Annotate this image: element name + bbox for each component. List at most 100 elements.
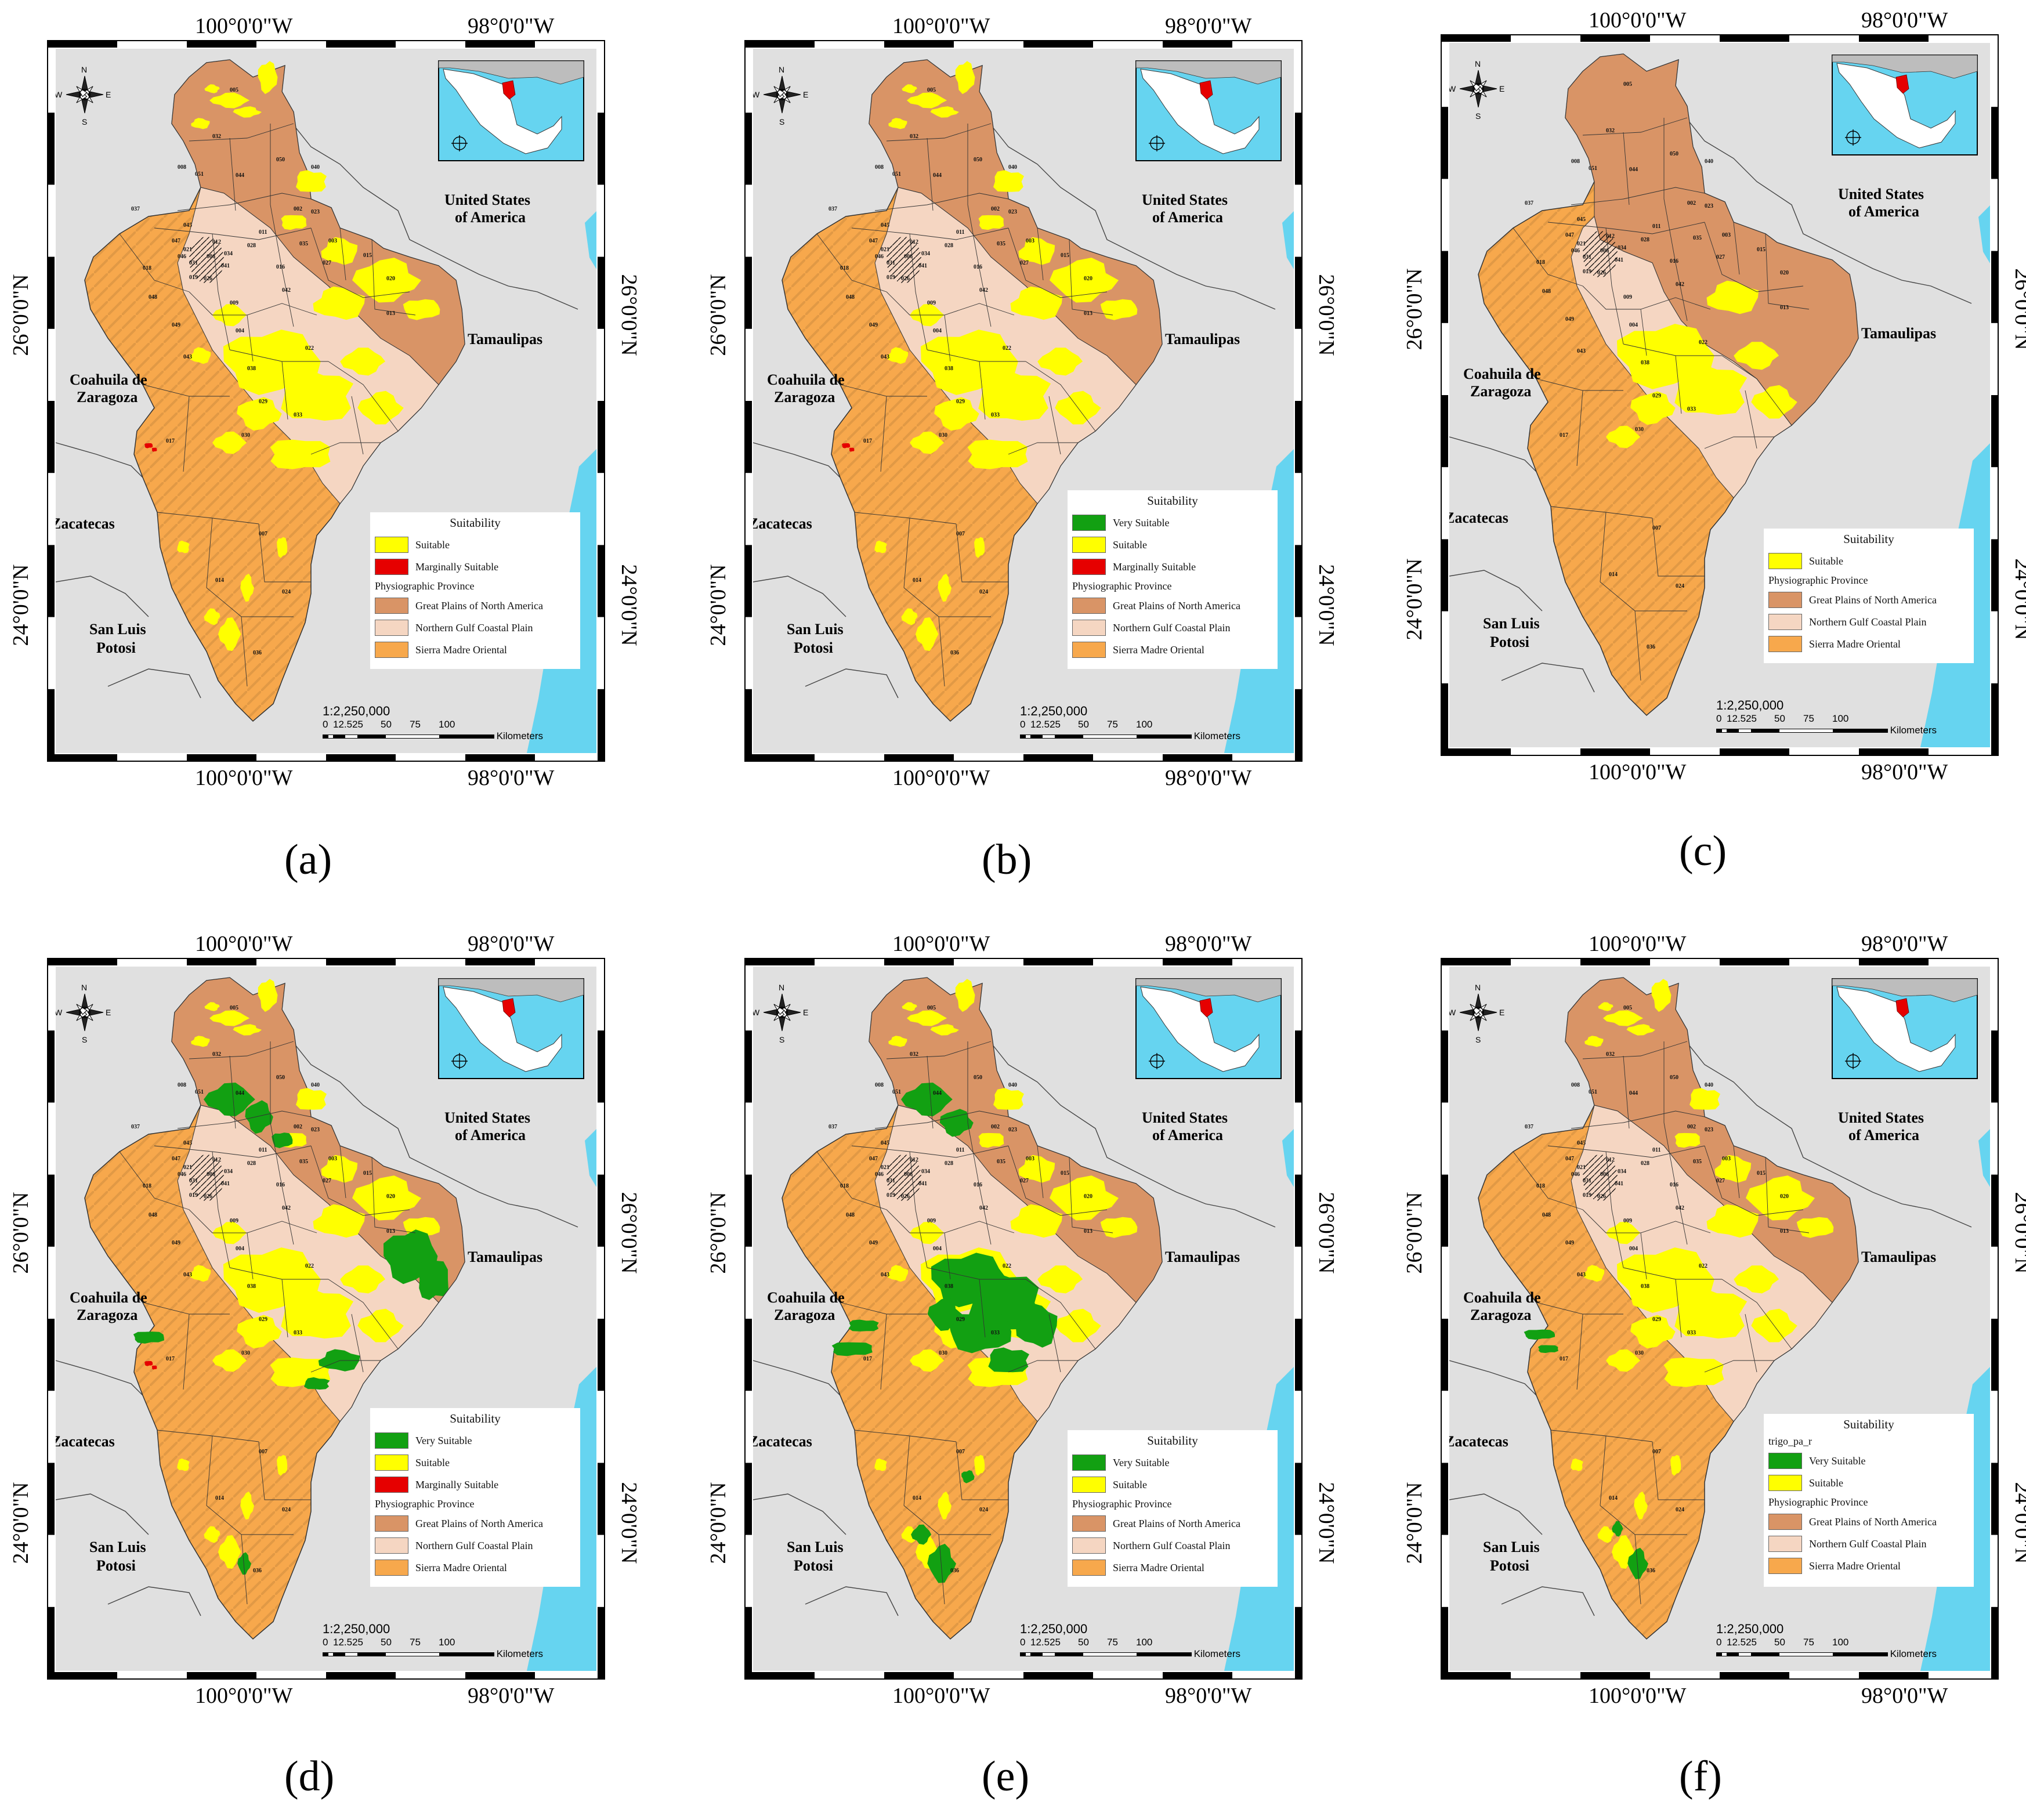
suitable-area bbox=[978, 369, 1051, 421]
municipality-label: 050 bbox=[974, 1074, 982, 1081]
municipality-label: 031 bbox=[189, 1178, 198, 1184]
very-suitable-area bbox=[245, 1100, 273, 1134]
us-border-line bbox=[961, 1006, 1276, 1228]
municipality-label: 038 bbox=[1641, 1283, 1649, 1290]
municipality-label: 034 bbox=[921, 1168, 930, 1175]
legend-label: Sierra Madre Oriental bbox=[415, 643, 507, 656]
marginally-suitable-area bbox=[842, 443, 851, 448]
municipality-label: 016 bbox=[1670, 1182, 1678, 1188]
legend-item-marginal: Marginally Suitable bbox=[1072, 556, 1273, 578]
municipality-label: 036 bbox=[1647, 1568, 1655, 1574]
suitable-area bbox=[237, 1315, 282, 1349]
municipality-label: 029 bbox=[956, 1316, 965, 1323]
municipality-label: 044 bbox=[1629, 1090, 1638, 1097]
suitable-area bbox=[1010, 286, 1063, 320]
compass-n: N bbox=[81, 65, 87, 74]
municipality-label: 015 bbox=[363, 252, 372, 259]
municipality-label: 029 bbox=[1652, 393, 1661, 399]
legend-province-header: Physiographic Province bbox=[1072, 580, 1172, 592]
legend-swatch bbox=[375, 598, 408, 614]
suitable-area bbox=[1706, 280, 1759, 314]
scale-segment bbox=[1041, 1652, 1056, 1656]
municipality-label: 002 bbox=[1687, 200, 1696, 207]
municipality-label: 033 bbox=[991, 412, 1000, 418]
municipality-label: 037 bbox=[829, 206, 837, 212]
suitable-area bbox=[281, 369, 354, 421]
very-suitable-area bbox=[272, 1132, 293, 1148]
municipality-label: 043 bbox=[1577, 1272, 1586, 1278]
lat-label-right-lower: 24°0'0"N bbox=[1314, 1482, 1338, 1564]
lat-label-left-upper: 26°0'0"N bbox=[9, 1192, 33, 1274]
very-suitable-area bbox=[418, 1260, 448, 1300]
suitable-area bbox=[907, 92, 947, 108]
legend-item-suitable: Suitable bbox=[1072, 1474, 1273, 1496]
municipality-label: 049 bbox=[172, 322, 180, 328]
us-border-line bbox=[1658, 1006, 1972, 1228]
very-suitable-area bbox=[1524, 1329, 1555, 1340]
legend-swatch bbox=[1768, 1514, 1802, 1530]
lon-label-bottom-left: 100°0'0"W bbox=[195, 1684, 293, 1708]
compass-e: E bbox=[803, 90, 808, 99]
graticule-frame bbox=[745, 958, 1302, 1679]
label-slp-2: Potosi bbox=[794, 1557, 833, 1574]
municipality-label: 048 bbox=[1542, 288, 1551, 295]
label-slp-2: Potosi bbox=[1490, 1557, 1529, 1574]
suitable-area bbox=[901, 608, 918, 625]
legend-label: Suitable bbox=[1809, 1477, 1843, 1489]
legend-swatch bbox=[1768, 1453, 1802, 1469]
suitable-area bbox=[1746, 1175, 1815, 1221]
suitable-area bbox=[1010, 1204, 1063, 1238]
scale-segment bbox=[1716, 1652, 1722, 1656]
municipality-label: 029 bbox=[259, 399, 267, 405]
suitable-area bbox=[1674, 363, 1748, 415]
compass-s: S bbox=[1475, 1035, 1481, 1044]
scale-segment bbox=[1721, 1652, 1727, 1656]
compass-n: N bbox=[779, 65, 784, 74]
municipality-label: 033 bbox=[1687, 406, 1696, 413]
suitable-area bbox=[916, 617, 939, 652]
municipality-label: 006 bbox=[1600, 1171, 1609, 1178]
municipality-label: 024 bbox=[979, 589, 988, 595]
municipality-label: 042 bbox=[1676, 1205, 1684, 1211]
legend-title: Suitability bbox=[450, 1412, 501, 1425]
legend-label: Sierra Madre Oriental bbox=[1809, 1560, 1901, 1572]
municipality-label: 028 bbox=[1641, 1160, 1649, 1167]
legend-label: Sierra Madre Oriental bbox=[415, 1561, 507, 1573]
label-zacatecas: Zacatecas bbox=[1445, 1433, 1508, 1450]
compass-e: E bbox=[106, 90, 111, 99]
scale-segment bbox=[1738, 1652, 1752, 1656]
label-tamaulipas: Tamaulipas bbox=[1861, 1249, 1936, 1265]
municipality-label: 013 bbox=[1084, 1228, 1092, 1235]
municipality-label: 034 bbox=[1618, 1168, 1626, 1175]
legend-swatch bbox=[1072, 515, 1106, 531]
municipality-label: 018 bbox=[1536, 1183, 1545, 1189]
municipality-label: 004 bbox=[933, 328, 942, 334]
scale-segment bbox=[1779, 1652, 1833, 1656]
municipality-label: 017 bbox=[1560, 1356, 1568, 1362]
legend-label: Great Plains of North America bbox=[1113, 1517, 1240, 1529]
municipality-label: 034 bbox=[224, 1168, 233, 1175]
municipality-label: 004 bbox=[933, 1246, 942, 1252]
suitable-area bbox=[888, 118, 907, 129]
compass-w: W bbox=[1448, 1008, 1456, 1017]
municipality-label: 017 bbox=[863, 438, 872, 444]
legend-item-gp: Great Plains of North America bbox=[1072, 595, 1273, 617]
suitable-area bbox=[1598, 1002, 1613, 1011]
nuevo-leon-highlight bbox=[1199, 998, 1213, 1018]
scale-ratio: 1:2,250,000 bbox=[1020, 704, 1088, 718]
legend-label: Marginally Suitable bbox=[415, 560, 499, 573]
municipality-label: 041 bbox=[1615, 1181, 1623, 1187]
municipality-label: 019 bbox=[887, 1192, 895, 1199]
scale-segment bbox=[439, 1652, 494, 1656]
suitable-area bbox=[258, 61, 278, 95]
municipality-label: 012 bbox=[212, 1157, 221, 1163]
municipality-label: 017 bbox=[166, 1356, 175, 1362]
scale-segment bbox=[1083, 1652, 1137, 1656]
municipality-label: 002 bbox=[294, 206, 302, 212]
scale-segment bbox=[385, 734, 440, 739]
label-usa-2: of America bbox=[1848, 203, 1919, 220]
municipality-label: 051 bbox=[1589, 165, 1597, 172]
very-suitable-area bbox=[911, 1524, 932, 1545]
suitable-area bbox=[1050, 258, 1119, 303]
suitable-area bbox=[887, 347, 909, 364]
